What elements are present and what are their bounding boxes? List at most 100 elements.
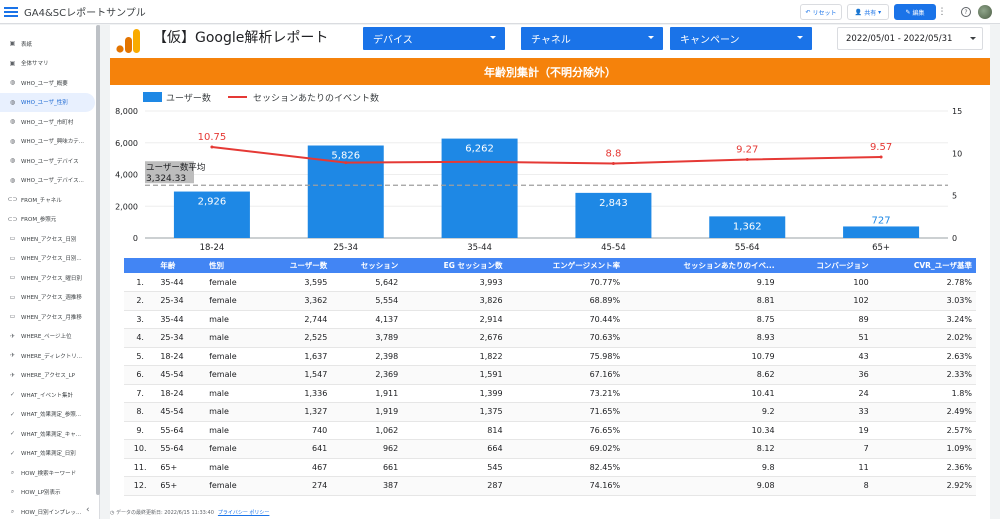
bar-data-label: 6,262 — [465, 144, 494, 155]
sidebar-item[interactable]: ⌕ HOW_日別インプレッ... — [0, 502, 95, 519]
app-title: GA4&SCレポートサンプル — [24, 8, 146, 19]
column-header[interactable]: セッションあたりのイベ... — [624, 258, 779, 273]
sidebar-item-label: WHEN_アクセス_曜日別 — [21, 275, 82, 282]
table-cell: 7 — [778, 439, 873, 459]
table-cell: 287 — [402, 476, 507, 496]
help-icon[interactable]: ? — [961, 7, 971, 17]
sidebar-item-label: WHAT_効果測定_日別 — [21, 451, 76, 458]
table-cell: 12. — [124, 476, 157, 496]
table-cell: 102 — [778, 291, 873, 311]
sidebar-item[interactable]: ◍ WHO_ユーザ_性別 — [0, 92, 95, 112]
table-cell: 2. — [124, 291, 157, 311]
bar-data-label: 5,826 — [331, 151, 360, 162]
line-point — [210, 145, 214, 149]
column-header[interactable]: 性別 — [205, 258, 261, 273]
table-cell: 11 — [778, 458, 873, 477]
sidebar-item[interactable]: ◍ WHO_ユーザ_市町村 — [0, 112, 95, 132]
table-cell: 3,789 — [331, 328, 403, 348]
sidebar-item[interactable]: ▭ WHEN_アクセス_日別... — [0, 249, 95, 269]
table-cell: male — [205, 328, 261, 348]
plane-icon: ✈ — [9, 332, 16, 340]
average-label-box — [145, 161, 194, 184]
table-cell: 10.79 — [624, 347, 779, 366]
sidebar-item[interactable]: ◍ WHO_ユーザ_デバイス — [0, 151, 95, 171]
sidebar-item-label: WHO_ユーザ_興味カテ... — [21, 139, 85, 146]
table-cell: 661 — [331, 458, 403, 477]
sidebar-item[interactable]: ▭ WHEN_アクセス_曜日別 — [0, 268, 95, 288]
table-cell: 1.09% — [872, 439, 976, 459]
device-filter[interactable]: デバイス — [363, 27, 505, 50]
share-label: 共有 — [864, 9, 877, 17]
sidebar-item[interactable]: ▭ WHEN_アクセス_週推移 — [0, 288, 95, 308]
column-header[interactable]: 年齢 — [156, 258, 206, 273]
table-cell: 8. — [124, 402, 157, 422]
sidebar-item[interactable]: ✈ WHERE_ページ上位 — [0, 327, 95, 347]
table-cell: 467 — [260, 458, 332, 477]
sidebar-item[interactable]: ◍ WHO_ユーザ_デバイス... — [0, 171, 95, 191]
page-scrollbar[interactable] — [992, 25, 1000, 519]
table-cell: 10. — [124, 439, 157, 459]
sidebar-item[interactable]: ✈ WHERE_ディレクトリ... — [0, 346, 95, 366]
sidebar-item[interactable]: ⊂⊃ FROM_参照元 — [0, 210, 95, 230]
avatar[interactable] — [978, 5, 992, 19]
top-bar: GA4&SCレポートサンプル ↶ リセット 👤 共有 ▾ ✎ 編集 ⋮ ? — [0, 0, 1000, 24]
bar — [307, 145, 384, 238]
plane-icon: ✈ — [9, 371, 16, 379]
column-header[interactable]: コンバージョン — [778, 258, 873, 273]
chevron-down-icon — [490, 36, 496, 39]
sidebar-item[interactable]: ✓ WHAT_効果測定_キャ... — [0, 424, 95, 444]
menu-icon[interactable] — [4, 6, 18, 17]
sidebar-scrollbar[interactable] — [96, 25, 100, 495]
sidebar-item[interactable]: ✓ WHAT_効果測定_参照... — [0, 405, 95, 425]
table-cell: 10.34 — [624, 421, 779, 440]
search-icon: ⌕ — [10, 488, 15, 496]
table-cell: male — [205, 402, 261, 422]
sidebar-item[interactable]: ✈ WHERE_アクセス_LP — [0, 366, 95, 386]
sidebar-item[interactable]: ⌕ HOW_検索キーワード — [0, 463, 95, 483]
column-header[interactable]: セッション — [331, 258, 403, 273]
table-cell: female — [205, 365, 261, 385]
sidebar-item[interactable]: ◍ WHO_ユーザ_興味カテ... — [0, 132, 95, 152]
table-cell: 2,525 — [260, 328, 332, 348]
table-row: 7. 18-24 male 1,336 1,911 1,399 73.21% 10.41 24 1… — [124, 384, 976, 403]
sidebar-item[interactable]: ✓ WHAT_イベント集計 — [0, 385, 95, 405]
check-icon: ✓ — [9, 410, 16, 418]
sidebar-item[interactable]: ◍ WHO_ユーザ_概要 — [0, 73, 95, 93]
column-header[interactable]: エンゲージメント率 — [506, 258, 625, 273]
sidebar-item-label: FROM_参照元 — [21, 217, 57, 224]
bar — [709, 216, 786, 238]
edit-button[interactable]: ✎ 編集 — [894, 4, 936, 20]
campaign-filter[interactable]: キャンペーン — [670, 27, 812, 50]
column-header[interactable]: CVR_ユーザ基準 — [872, 258, 976, 273]
share-button[interactable]: 👤 共有 ▾ — [847, 4, 889, 20]
sidebar-item-label: WHAT_効果測定_キャ... — [21, 431, 82, 438]
sidebar-item[interactable]: ▣ 表紙 — [0, 34, 95, 54]
table-cell: 2.57% — [872, 421, 976, 440]
more-options-icon[interactable]: ⋮ — [938, 4, 947, 20]
date-range-value: 2022/05/01 - 2022/05/31 — [846, 33, 953, 44]
line-data-label: 9.57 — [870, 142, 892, 153]
column-header[interactable]: ユーザー数 — [260, 258, 332, 273]
sidebar-item[interactable]: ✓ WHAT_効果測定_日別 — [0, 444, 95, 464]
sidebar-item[interactable]: ▭ WHEN_アクセス_日別 — [0, 229, 95, 249]
column-header[interactable]: EG セッション数 — [402, 258, 507, 273]
bar-data-label: 2,843 — [599, 198, 628, 209]
sidebar-item[interactable]: ⌕ HOW_LP別表示 — [0, 483, 95, 503]
table-cell: 2,676 — [402, 328, 507, 348]
channel-filter[interactable]: チャネル — [521, 27, 663, 50]
date-range-picker[interactable]: 2022/05/01 - 2022/05/31 — [837, 27, 983, 50]
privacy-policy-link[interactable]: プライバシー ポリシー — [217, 510, 270, 516]
column-header[interactable] — [124, 258, 157, 273]
table-cell: 545 — [402, 458, 507, 477]
reset-button[interactable]: ↶ リセット — [800, 4, 842, 20]
table-cell: 43 — [778, 347, 873, 366]
globe-icon: ◍ — [9, 98, 16, 106]
sidebar-item[interactable]: ⊂⊃ FROM_チャネル — [0, 190, 95, 210]
sidebar-item[interactable]: ▭ WHEN_アクセス_月推移 — [0, 307, 95, 327]
y-left-tick-label: 0 — [133, 234, 138, 243]
sidebar-item-label: WHEN_アクセス_月推移 — [21, 314, 82, 321]
events-line — [211, 145, 882, 165]
collapse-sidebar-icon[interactable]: ‹ — [86, 505, 90, 515]
table-body: 1. 35-44 female 3,595 5,642 3,993 70.77% 9.19 10… — [124, 273, 976, 496]
sidebar-item[interactable]: ▣ 全体サマリ — [0, 54, 95, 74]
